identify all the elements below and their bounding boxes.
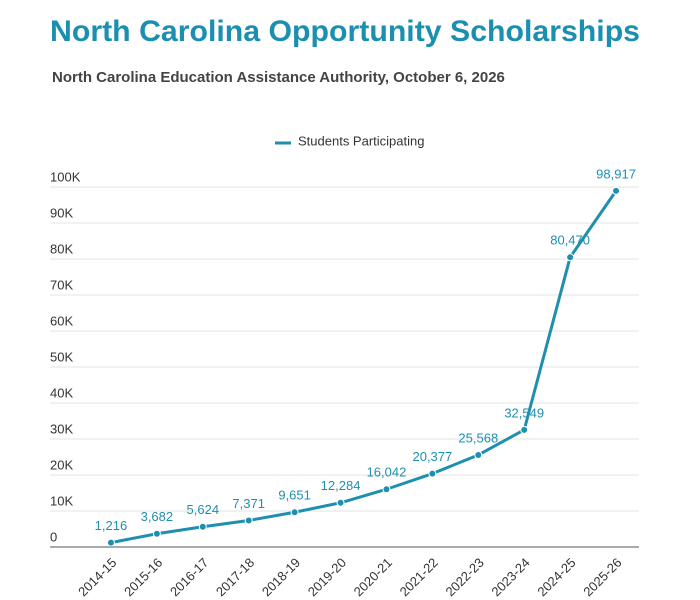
x-tick-label: 2016-17 (167, 555, 211, 599)
data-point (520, 425, 529, 434)
x-tick-label: 2015-16 (121, 555, 165, 599)
legend-label: Students Participating (298, 133, 424, 148)
y-tick-label: 40K (50, 385, 73, 400)
data-label: 98,917 (596, 166, 636, 181)
y-tick-label: 90K (50, 205, 73, 220)
data-label: 7,371 (232, 496, 265, 511)
data-point (566, 253, 575, 262)
x-tick-label: 2022-23 (442, 555, 486, 599)
y-tick-label: 100K (50, 169, 81, 184)
data-point (382, 485, 391, 494)
data-label: 9,651 (278, 488, 311, 503)
data-point (428, 469, 437, 478)
y-tick-label: 20K (50, 457, 73, 472)
x-tick-label: 2024-25 (534, 555, 578, 599)
chart-title: North Carolina Opportunity Scholarships (50, 15, 640, 48)
data-point (244, 516, 253, 525)
data-line (110, 190, 618, 545)
data-label: 32,549 (504, 405, 544, 420)
data-point (106, 538, 115, 547)
x-tick-label: 2020-21 (351, 555, 395, 599)
x-tick-label: 2021-22 (397, 555, 441, 599)
chart-subtitle: North Carolina Education Assistance Auth… (52, 69, 505, 86)
x-tick-label: 2018-19 (259, 555, 303, 599)
y-tick-label: 70K (50, 277, 73, 292)
data-label: 5,624 (187, 502, 220, 517)
y-tick-label: 0 (50, 529, 57, 544)
x-tick-label: 2019-20 (305, 555, 349, 599)
data-point (290, 508, 299, 517)
y-tick-label: 30K (50, 421, 73, 436)
x-tick-label: 2023-24 (488, 555, 532, 599)
y-tick-label: 10K (50, 493, 73, 508)
x-tick-label: 2017-18 (213, 555, 257, 599)
data-point (612, 186, 621, 195)
data-label: 12,284 (321, 478, 361, 493)
x-tick-label: 2025-26 (580, 555, 624, 599)
data-label: 3,682 (141, 509, 174, 524)
data-label: 16,042 (367, 465, 407, 480)
data-point (198, 522, 207, 531)
y-tick-label: 60K (50, 313, 73, 328)
data-label: 20,377 (412, 449, 452, 464)
data-point (474, 450, 483, 459)
x-tick-label: 2014-15 (75, 555, 119, 599)
data-label: 80,470 (550, 233, 590, 248)
data-label: 25,568 (458, 430, 498, 445)
data-label: 1,216 (95, 518, 128, 533)
data-point (336, 498, 345, 507)
y-tick-label: 80K (50, 241, 73, 256)
data-point (152, 529, 161, 538)
y-tick-label: 50K (50, 349, 73, 364)
